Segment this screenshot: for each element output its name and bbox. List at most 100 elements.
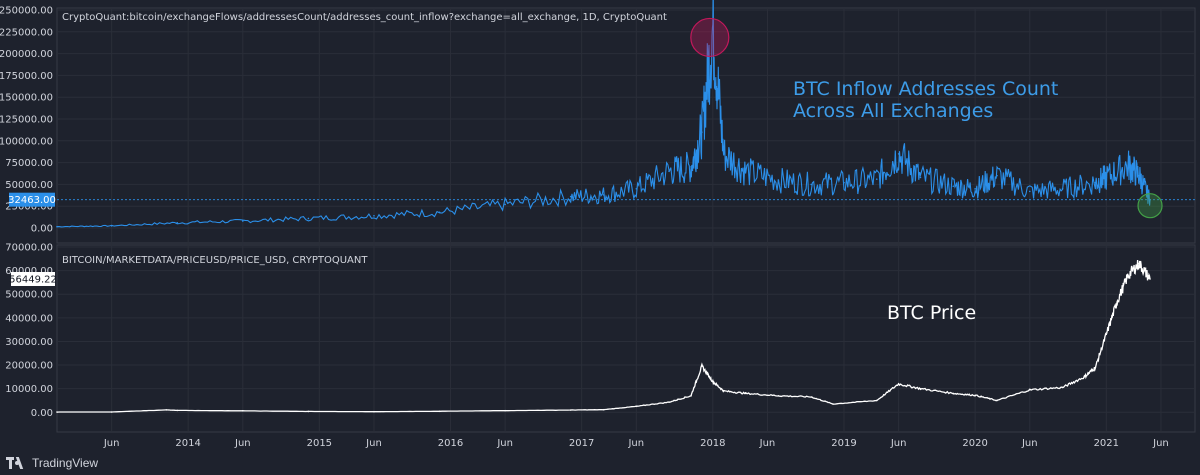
price-point: [832, 403, 834, 405]
price-point: [952, 392, 955, 395]
price-point: [875, 399, 878, 402]
price-point: [165, 409, 168, 411]
price-point: [1028, 389, 1031, 391]
x-tick-label: Jun: [759, 438, 776, 449]
inflow-y-tick-label: 50000.00: [5, 180, 53, 191]
inflow-y-tick-label: 100000.00: [0, 136, 53, 147]
price-point: [1094, 366, 1097, 369]
price-point: [777, 394, 780, 397]
x-tick-label: 2014: [175, 438, 200, 449]
inflow-y-tick-label: 75000.00: [5, 158, 53, 169]
price-point: [974, 394, 976, 397]
axis-layer: 250000.00 225000.00 200000.00 175000.00 1500…: [0, 6, 1169, 450]
inflow-point: [569, 195, 572, 198]
inflow-point: [438, 211, 441, 214]
x-tick-label: Jun: [103, 438, 120, 449]
inflow-chart-title: CryptoQuant:bitcoin/exchangeFlows/addres…: [62, 12, 667, 23]
inflow-annotation: BTC Inflow Addresses Count Across All Ex…: [793, 78, 1058, 122]
inflow-annotation-line1: BTC Inflow Addresses Count: [793, 78, 1059, 100]
inflow-point: [996, 174, 998, 177]
tradingview-logo-text: TradingView: [32, 456, 99, 470]
price-point: [438, 410, 441, 413]
inflow-point: [952, 185, 955, 187]
inflow-point: [307, 217, 310, 220]
price-point: [810, 396, 812, 398]
price-last-value-label: 56449.22: [9, 274, 57, 285]
price-point: [569, 409, 572, 411]
price-y-tick-label: 10000.00: [5, 384, 53, 395]
x-tick-label: 2019: [831, 438, 856, 449]
price-last-value-badge: [11, 271, 55, 286]
price-y-tick-label: 40000.00: [5, 313, 53, 324]
price-point: [1083, 376, 1086, 378]
inflow-point: [777, 179, 780, 181]
inflow-annotation-line2: Across All Exchanges: [793, 100, 994, 122]
price-line: [56, 259, 1151, 413]
peak-marker-circle: [690, 17, 730, 58]
price-point: [1138, 262, 1140, 265]
price-point: [744, 392, 747, 395]
price-point: [242, 410, 244, 412]
x-tick-label: Jun: [234, 438, 251, 449]
x-tick-label: 2020: [962, 438, 987, 449]
x-tick-label: Jun: [1152, 438, 1169, 449]
price-y-tick-label: 20000.00: [5, 361, 53, 372]
inflow-point: [744, 170, 747, 173]
inflow-point: [712, 26, 714, 29]
price-point: [722, 390, 725, 392]
inflow-y-tick-label: 175000.00: [0, 71, 53, 82]
x-tick-label: Jun: [496, 438, 513, 449]
price-point: [1061, 386, 1064, 389]
inflow-y-tick-label: 225000.00: [0, 27, 53, 38]
price-point: [996, 399, 998, 402]
upper-pane-frame: [56, 7, 1196, 244]
x-tick-label: 2021: [1094, 438, 1119, 449]
inflow-last-value-badge: [9, 192, 55, 207]
inflow-point: [919, 176, 922, 179]
price-y-tick-label: 0.00: [31, 408, 53, 419]
price-point: [602, 408, 605, 411]
tradingview-logo-icon: [6, 457, 29, 469]
inflow-point: [690, 166, 692, 168]
price-series: [56, 259, 1151, 413]
inflow-point: [635, 187, 638, 190]
x-tick-label: Jun: [365, 438, 382, 449]
marker-layer: [690, 17, 1163, 219]
inflow-point: [843, 181, 845, 184]
price-annotation: BTC Price: [887, 302, 977, 324]
price-point: [110, 411, 113, 413]
price-point: [668, 401, 670, 403]
x-tick-label: Jun: [627, 438, 644, 449]
inflow-series: [56, 0, 1195, 228]
price-y-tick-label: 50000.00: [5, 290, 53, 301]
price-point: [635, 405, 638, 408]
price-point: [56, 411, 58, 413]
price-point: [897, 383, 900, 385]
inflow-last-value-label: 32463.00: [8, 195, 56, 206]
price-point: [1116, 300, 1119, 303]
price-point: [712, 380, 714, 383]
price-point: [307, 410, 310, 413]
inflow-point: [1138, 174, 1140, 177]
inflow-point: [1094, 181, 1097, 184]
inflow-point: [974, 187, 976, 190]
inflow-point: [810, 183, 812, 186]
inflow-point: [875, 178, 878, 180]
tradingview-logo[interactable]: TradingView: [6, 456, 98, 470]
inflow-point: [1105, 176, 1108, 179]
inflow-line: [56, 0, 1151, 228]
inflow-point: [1127, 164, 1129, 167]
price-y-tick-label: 60000.00: [5, 266, 53, 277]
inflow-point: [176, 221, 179, 224]
price-point: [373, 410, 375, 413]
price-point: [1105, 333, 1108, 336]
inflow-point: [1028, 190, 1031, 193]
price-point: [176, 409, 179, 412]
inflow-y-tick-label: 25000.00: [5, 202, 53, 213]
inflow-point: [701, 131, 703, 133]
low-marker-circle: [1137, 193, 1163, 219]
inflow-y-tick-label: 250000.00: [0, 6, 53, 17]
inflow-point: [504, 203, 506, 206]
inflow-y-tick-label: 0.00: [31, 224, 53, 235]
inflow-point: [56, 225, 58, 228]
